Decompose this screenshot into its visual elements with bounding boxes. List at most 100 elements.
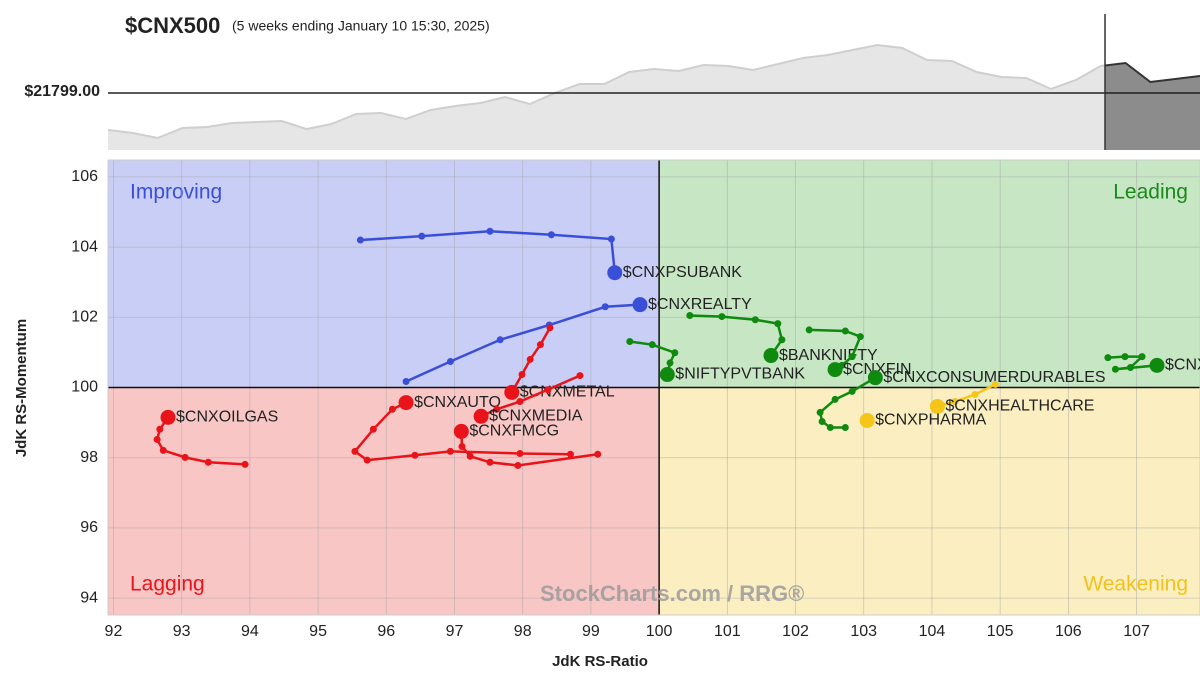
tail-point [536,341,544,349]
y-tick-label: 104 [71,238,98,255]
x-tick-label: 107 [1123,623,1150,640]
tail-point [751,316,759,324]
tail-point [607,235,615,243]
tail-point [241,460,249,468]
series-label: $CNXMETAL [520,384,615,401]
tail-point [388,405,396,413]
tail-point [411,451,419,459]
quadrant [108,160,660,388]
tail-point [356,236,364,244]
tail-point [648,341,656,349]
head-point [453,423,469,439]
series-label: $CNXHEALTHCARE [945,398,1094,415]
x-tick-label: 98 [514,623,532,640]
tail-point [516,450,524,458]
tail-point [841,327,849,335]
tail-point [153,435,161,443]
tail-point [363,456,371,464]
tail-point [841,424,849,432]
head-point [929,398,945,414]
x-axis-label: JdK RS-Ratio [552,653,648,670]
head-point [632,297,648,313]
tail-point [991,380,999,388]
quadrant-label: Lagging [130,573,205,596]
tail-point [831,395,839,403]
price-area [108,45,1105,150]
tail-point [181,453,189,461]
head-point [473,408,489,424]
head-point [827,362,843,378]
x-tick-label: 106 [1055,623,1082,640]
chart-subtitle: (5 weeks ending January 10 15:30, 2025) [232,18,490,34]
tail-point [566,450,574,458]
tail-point [446,358,454,366]
y-tick-label: 98 [80,449,98,466]
tail-point [774,320,782,328]
tail-point [514,461,522,469]
tail-point [718,313,726,321]
x-tick-label: 102 [782,623,809,640]
tail-point [1111,365,1119,373]
tail-point [526,355,534,363]
tail-point [1104,354,1112,362]
tail-point [686,312,694,320]
tail-point [518,371,526,379]
tail-point [816,408,824,416]
tail-point [576,372,584,380]
tail-point [204,458,212,466]
tail-point [516,398,524,406]
tail-point [848,353,856,361]
head-point [867,370,883,386]
x-tick-label: 100 [646,623,673,640]
tail-point [402,378,410,386]
series-label: $NIFTYPVTBANK [675,366,805,383]
head-point [659,367,675,383]
head-point [398,395,414,411]
tail-point [626,338,634,346]
series-label: $CNXPSUBANK [623,264,742,281]
quadrant-label: Leading [1113,181,1188,204]
x-tick-label: 92 [105,623,123,640]
y-tick-label: 102 [71,309,98,326]
series-label: $CNXIT [1165,357,1200,374]
x-tick-label: 93 [173,623,191,640]
y-tick-label: 94 [80,589,98,606]
quadrant [659,160,1200,388]
x-tick-label: 99 [582,623,600,640]
tail-point [666,359,674,367]
series-label: $CNXPHARMA [875,412,986,429]
tail-point [594,450,602,458]
y-axis-label: JdK RS-Momentum [13,319,30,457]
price-area-recent [1105,63,1200,150]
x-tick-label: 104 [919,623,946,640]
tail-point [496,336,504,344]
tail-point [466,452,474,460]
series-label: $CNXMEDIA [489,408,583,425]
tail-point [369,425,377,433]
tail-point [805,326,813,334]
series-label: $CNXCONSUMERDURABLES [883,369,1105,386]
quadrant [659,387,1200,615]
x-tick-label: 94 [241,623,259,640]
tail-point [971,391,979,399]
tail-point [1121,353,1129,361]
head-point [763,348,779,364]
tail-point [601,303,609,311]
x-tick-label: 97 [446,623,464,640]
chart-title: $CNX500 [125,13,220,38]
tail-point [671,349,679,357]
head-point [160,409,176,425]
tail-point [159,446,167,454]
tail-point [156,425,164,433]
y-tick-label: 106 [71,168,98,185]
plot-border [107,159,1200,616]
tail-point [458,442,466,450]
quadrant [108,387,660,615]
tail-point [486,458,494,466]
tail-point [493,405,501,413]
price-level-label: $21799.00 [24,83,100,100]
tail-line [405,303,641,383]
x-tick-label: 103 [850,623,877,640]
head-point [1149,357,1165,373]
